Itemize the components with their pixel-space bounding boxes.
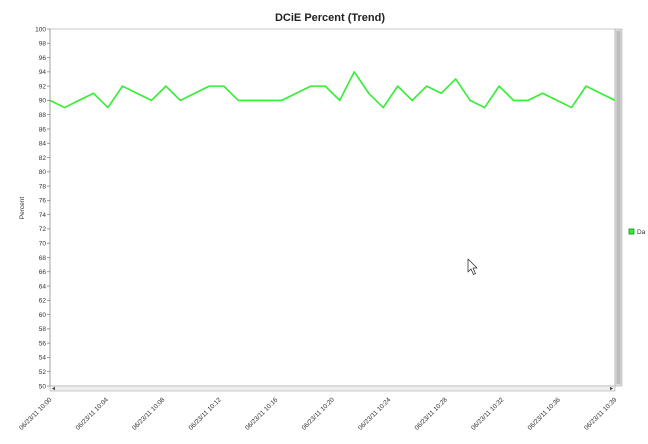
y-tick-label: 88 <box>39 112 47 119</box>
y-tick-label: 86 <box>39 126 47 133</box>
horizontal-scrollbar[interactable] <box>49 385 616 392</box>
y-tick-label: 56 <box>39 340 47 347</box>
x-tick-label: 06/23/11 10:39 <box>583 396 619 432</box>
y-tick-label: 96 <box>39 55 47 62</box>
y-tick-label: 74 <box>39 212 47 219</box>
y-tick-label: 80 <box>39 169 47 176</box>
plot-area <box>49 28 616 387</box>
y-tick-label: 60 <box>39 312 47 319</box>
y-tick-label: 76 <box>39 198 47 205</box>
legend-label: Da <box>637 229 646 236</box>
legend-swatch <box>628 228 635 235</box>
y-tick-label: 90 <box>39 98 47 105</box>
vertical-scrollbar-thumb[interactable] <box>616 31 621 384</box>
series-layer <box>49 71 616 109</box>
x-tick-label: 06/23/11 10:28 <box>414 396 450 432</box>
mouse-cursor-icon <box>467 258 478 275</box>
x-tick-label: 06/23/11 10:32 <box>470 396 506 432</box>
x-tick-label: 06/23/11 10:00 <box>18 396 54 432</box>
x-tick-label: 06/23/11 10:36 <box>527 396 563 432</box>
y-tick-label: 84 <box>39 141 47 148</box>
x-tick-label: 06/23/11 10:08 <box>131 396 167 432</box>
y-tick-label: 58 <box>39 326 47 333</box>
y-tick-label: 78 <box>39 183 47 190</box>
legend: Da <box>628 228 646 236</box>
x-tick-label: 06/23/11 10:24 <box>357 396 393 432</box>
x-tick-label: 06/23/11 10:12 <box>188 396 224 432</box>
y-tick-label: 100 <box>35 26 46 33</box>
y-tick-label: 92 <box>39 83 47 90</box>
y-axis-ticks: 50 52 54 56 58 60 62 64 66 68 70 72 74 76 78 80 82 84 86 88… <box>35 26 50 390</box>
scroll-left-arrow-icon[interactable] <box>52 386 55 391</box>
x-tick-label: 06/23/11 10:16 <box>244 396 280 432</box>
y-tick-label: 68 <box>39 255 47 262</box>
y-tick-label: 64 <box>39 283 47 290</box>
y-tick-label: 52 <box>39 369 47 376</box>
y-tick-label: 82 <box>39 155 47 162</box>
y-tick-label: 70 <box>39 241 47 248</box>
y-tick-label: 50 <box>39 383 47 390</box>
chart-title: DCiE Percent (Trend) <box>275 12 385 24</box>
x-tick-label: 06/23/11 10:04 <box>75 396 111 432</box>
y-axis-label: Percent <box>19 197 26 220</box>
y-tick-label: 72 <box>39 226 47 233</box>
y-tick-label: 66 <box>39 269 47 276</box>
y-tick-label: 98 <box>39 41 47 48</box>
x-axis-ticks: 06/23/11 10:00 06/23/11 10:04 06/23/11 10:… <box>18 396 619 432</box>
y-tick-label: 54 <box>39 355 47 362</box>
x-tick-label: 06/23/11 10:20 <box>301 396 337 432</box>
y-tick-label: 94 <box>39 69 47 76</box>
series-line-0 <box>49 71 616 109</box>
scroll-right-arrow-icon[interactable] <box>610 386 613 391</box>
y-tick-label: 62 <box>39 298 47 305</box>
